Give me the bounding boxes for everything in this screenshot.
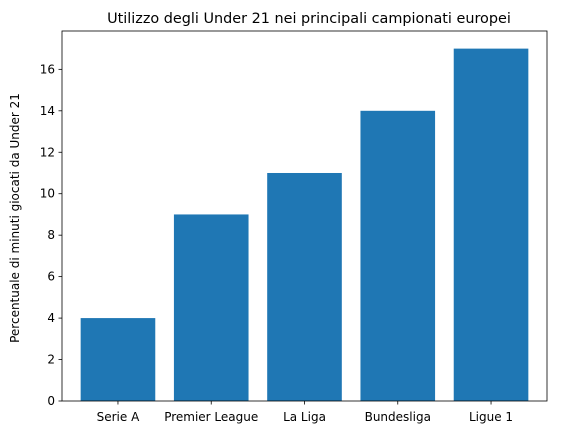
y-tick-label: 8	[47, 228, 55, 242]
y-tick-label: 12	[40, 145, 55, 159]
y-tick-label: 0	[47, 394, 55, 408]
x-ticks: Serie A Premier League La Liga Bundesliga Li…	[97, 401, 513, 424]
x-tick-label: Serie A	[97, 410, 140, 424]
x-tick-label: La Liga	[283, 410, 326, 424]
bar-premier-league	[173, 214, 249, 401]
bar-bundesliga	[360, 110, 436, 401]
y-ticks: 0 2 4 6 8 10 12 14 16	[40, 62, 62, 408]
x-tick-label: Ligue 1	[469, 410, 513, 424]
bars-layer	[80, 48, 529, 401]
y-tick-label: 14	[40, 104, 55, 118]
bar-serie-a	[80, 318, 156, 401]
bar-la-liga	[267, 172, 342, 401]
chart-title: Utilizzo degli Under 21 nei principali c…	[107, 11, 511, 27]
y-tick-label: 4	[47, 311, 55, 325]
plot-frame	[61, 30, 548, 402]
y-tick-label: 16	[40, 62, 55, 76]
bar-ligue-1	[453, 48, 529, 401]
y-tick-label: 10	[40, 187, 55, 201]
y-tick-label: 6	[47, 270, 55, 284]
x-tick-label: Premier League	[164, 410, 258, 424]
x-tick-label: Bundesliga	[365, 410, 431, 424]
y-axis-label: Percentuale di minuti giocati da Under 2…	[8, 93, 22, 343]
y-tick-label: 2	[47, 353, 55, 367]
